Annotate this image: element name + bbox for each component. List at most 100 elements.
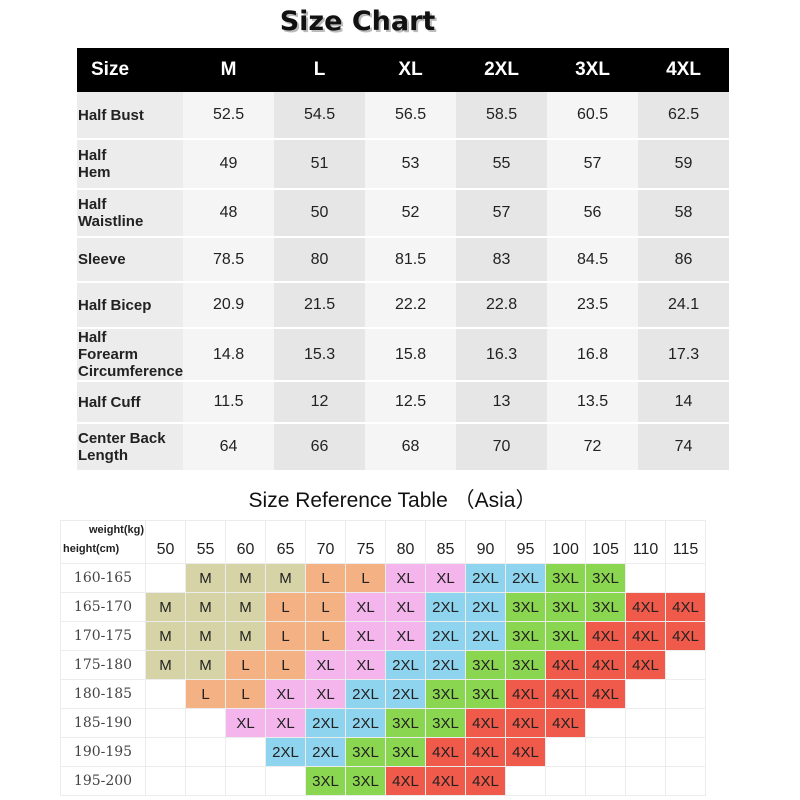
size-header-cell: Size [77,48,184,92]
size-recommendation-cell [625,708,666,738]
size-recommendation-cell: 2XL [345,708,386,738]
size-recommendation-cell [145,766,186,796]
measurement-value: 20.9 [183,283,275,329]
size-recommendation-cell: 4XL [465,737,506,767]
size-recommendation-cell: 4XL [665,592,706,622]
size-recommendation-cell: 4XL [425,766,466,796]
measurement-label-line: Center Back [78,430,166,447]
size-recommendation-cell: 3XL [505,650,546,680]
size-recommendation-cell: XL [385,621,426,651]
size-recommendation-cell: 2XL [465,621,506,651]
size-chart-row: Half Waistline 48 50 52 57 56 58 [77,190,730,238]
size-recommendation-cell [545,737,586,767]
size-recommendation-cell: 3XL [425,708,466,738]
size-recommendation-cell: 2XL [425,592,466,622]
measurement-value: 57 [547,140,639,190]
weight-column-header: 50 [145,520,186,564]
size-recommendation-cell: 2XL [465,563,506,593]
size-recommendation-cell: M [145,650,186,680]
size-recommendation-cell [665,650,706,680]
measurement-value: 24.1 [638,283,730,329]
size-recommendation-cell: 3XL [385,737,426,767]
measurement-value: 49 [183,140,275,190]
measurement-label-line: Waistline [78,213,144,230]
measurement-value: 72 [547,424,639,472]
size-recommendation-cell [265,766,306,796]
size-recommendation-cell: M [185,592,226,622]
size-chart-header-row: Size M L XL 2XL 3XL 4XL [77,48,730,92]
size-chart-row: Half Hem 49 51 53 55 57 59 [77,140,730,190]
measurement-value: 16.8 [547,329,639,382]
size-recommendation-cell: 4XL [425,737,466,767]
size-chart-row: Half Forearm Circumference 14.8 15.3 15.8 16.3… [77,329,730,382]
size-chart-title: Size Chart [279,6,436,37]
size-recommendation-cell [585,766,626,796]
size-recommendation-cell: 3XL [545,563,586,593]
size-recommendation-cell: 2XL [385,650,426,680]
measurement-value: 16.3 [456,329,548,382]
size-column-header: M [183,48,275,92]
size-recommendation-cell: 3XL [585,592,626,622]
size-recommendation-cell: XL [425,563,466,593]
height-range-label: 190-195 [60,737,146,767]
size-recommendation-cell [585,737,626,767]
measurement-label: Center Back Length [77,424,184,472]
size-recommendation-cell: 4XL [625,592,666,622]
measurement-value: 22.8 [456,283,548,329]
height-range-label: 175-180 [60,650,146,680]
measurement-label-line: Half [78,147,107,164]
measurement-value: 12 [274,382,366,424]
size-recommendation-cell: 4XL [545,650,586,680]
size-recommendation-cell: XL [385,592,426,622]
weight-column-header: 60 [225,520,266,564]
measurement-value: 60.5 [547,92,639,140]
size-recommendation-cell: 4XL [585,679,626,709]
measurement-value: 74 [638,424,730,472]
weight-column-header: 110 [625,520,666,564]
measurement-value: 80 [274,238,366,283]
height-row: 180-185 L L XL XL 2XL 2XL 3XL 3XL 4XL 4XL 4XL [60,679,706,709]
measurement-value: 22.2 [365,283,457,329]
size-column-header: 2XL [456,48,548,92]
weight-header-row: weight(kg) height(cm) 50 55 60 65 70 75 80 85 90… [60,520,706,564]
measurement-label-line: Half [78,196,107,213]
measurement-label: Half Hem [77,140,184,190]
weight-column-header: 55 [185,520,226,564]
measurement-value: 48 [183,190,275,238]
measurement-value: 52 [365,190,457,238]
size-recommendation-cell [225,766,266,796]
size-recommendation-cell: M [145,592,186,622]
height-range-label: 165-170 [60,592,146,622]
measurement-value: 53 [365,140,457,190]
measurement-label-line: Half Bust [78,106,144,124]
size-recommendation-cell: XL [265,679,306,709]
size-chart-row: Half Bust 52.5 54.5 56.5 58.5 60.5 62.5 [77,92,730,140]
size-recommendation-cell [665,708,706,738]
measurement-label-line: Half [78,329,107,346]
size-recommendation-cell: 2XL [385,679,426,709]
measurement-value: 50 [274,190,366,238]
measurement-value: 57 [456,190,548,238]
size-column-header: XL [365,48,457,92]
size-recommendation-cell: M [225,621,266,651]
measurement-value: 56 [547,190,639,238]
size-recommendation-cell: M [185,650,226,680]
measurement-label-line: Forearm [78,346,139,363]
size-recommendation-cell: 3XL [545,621,586,651]
weight-column-header: 65 [265,520,306,564]
size-recommendation-cell: M [185,563,226,593]
size-recommendation-cell [625,766,666,796]
size-recommendation-cell: 4XL [505,708,546,738]
measurement-value: 14.8 [183,329,275,382]
measurement-label-line: Half Cuff [78,393,141,411]
size-recommendation-cell [225,737,266,767]
size-recommendation-cell: 3XL [545,592,586,622]
measurement-value: 11.5 [183,382,275,424]
size-recommendation-cell: 4XL [665,621,706,651]
weight-column-header: 95 [505,520,546,564]
measurement-label-line: Circumference [78,363,184,380]
measurement-label: Half Cuff [77,382,184,424]
measurement-value: 23.5 [547,283,639,329]
size-recommendation-cell: L [265,650,306,680]
measurement-label: Half Forearm Circumference [77,329,184,382]
